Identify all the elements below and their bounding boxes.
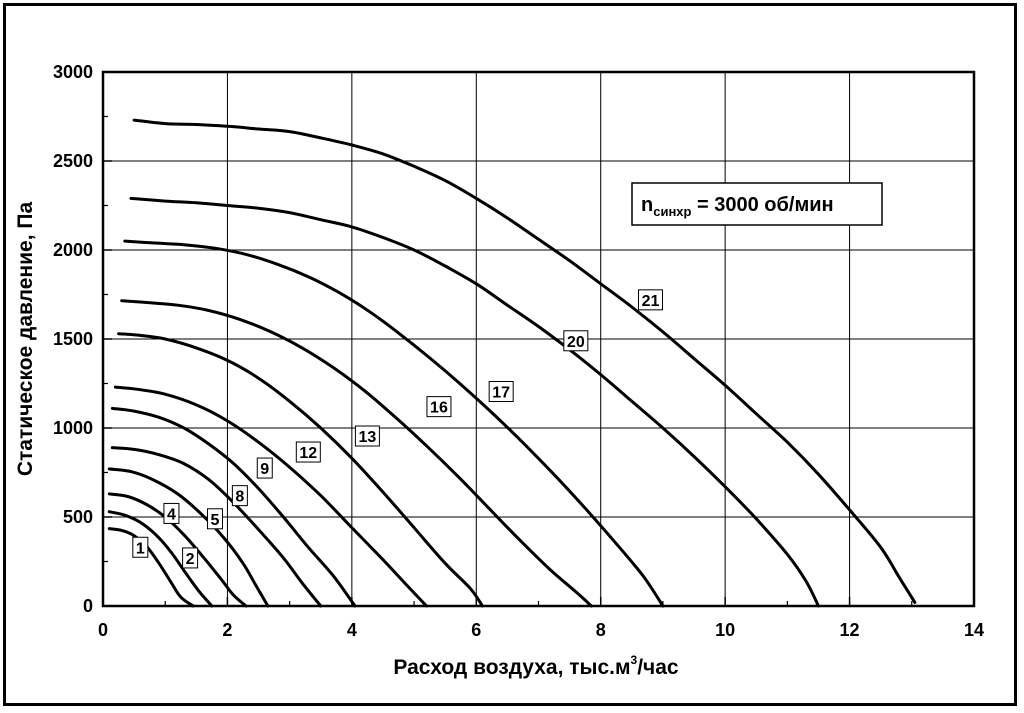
curve-label-12: 12 xyxy=(295,441,321,463)
curve-label-text: 20 xyxy=(567,334,585,351)
curve-9 xyxy=(110,406,357,608)
curve-12 xyxy=(113,385,428,608)
curve-1 xyxy=(107,527,195,608)
curve-label-text: 17 xyxy=(492,385,510,402)
x-tick-label: 4 xyxy=(347,620,357,640)
curve-label-box xyxy=(563,330,589,352)
x-tick-label: 8 xyxy=(596,620,606,640)
x-tick-label: 12 xyxy=(840,620,860,640)
curve-16 xyxy=(120,299,593,608)
curve-label-text: 2 xyxy=(186,551,195,568)
curve-label-box xyxy=(132,536,149,558)
curve-label-box xyxy=(488,381,514,403)
curve-2 xyxy=(107,510,214,608)
speed-annotation-text: nсинхр = 3000 об/мин xyxy=(641,194,834,219)
curve-label-17: 17 xyxy=(488,381,514,403)
curve-label-5: 5 xyxy=(206,508,223,530)
curve-label-box xyxy=(163,502,180,524)
curve-label-1: 1 xyxy=(132,536,149,558)
x-axis-title: Расход воздуха, тыс.м3/час xyxy=(393,653,679,679)
curve-21 xyxy=(132,118,917,604)
curve-label-13: 13 xyxy=(354,425,380,447)
y-tick-label: 2500 xyxy=(53,151,93,171)
curve-label-text: 21 xyxy=(642,293,660,310)
x-axis-title-sup: 3 xyxy=(631,653,638,667)
curve-label-box xyxy=(426,396,452,418)
curve-label-20: 20 xyxy=(563,330,589,352)
curve-label-text: 16 xyxy=(430,400,448,417)
curve-label-box xyxy=(182,547,199,569)
curve-label-box xyxy=(256,457,273,479)
x-tick-label: 2 xyxy=(222,620,232,640)
curve-label-2: 2 xyxy=(182,547,199,569)
grid xyxy=(103,72,974,606)
curve-13 xyxy=(117,332,484,608)
curve-label-text: 13 xyxy=(359,429,377,446)
speed-annotation-sub: синхр xyxy=(653,204,691,219)
curve-label-box xyxy=(295,441,321,463)
curve-20 xyxy=(129,196,820,608)
curve-label-box xyxy=(231,485,248,507)
curve-label-text: 1 xyxy=(136,540,145,557)
curve-label-21: 21 xyxy=(637,289,663,311)
chart-frame xyxy=(3,3,1017,706)
y-axis-title: Статическое давление, Па xyxy=(14,202,37,477)
y-tick-label: 2000 xyxy=(53,240,93,260)
x-tick-label: 0 xyxy=(98,620,108,640)
curve-label-text: 9 xyxy=(260,461,269,478)
y-tick-label: 1000 xyxy=(53,418,93,438)
curve-4 xyxy=(107,492,248,608)
speed-annotation: nсинхр = 3000 об/мин xyxy=(631,182,883,226)
curve-label-text: 5 xyxy=(211,512,220,529)
curves xyxy=(107,118,917,608)
curve-label-text: 4 xyxy=(167,506,176,523)
curve-5 xyxy=(107,467,270,608)
curve-label-text: 12 xyxy=(299,445,317,462)
y-tick-label: 3000 xyxy=(53,62,93,82)
curve-label-9: 9 xyxy=(256,457,273,479)
y-tick-label: 1500 xyxy=(53,329,93,349)
y-tick-label: 500 xyxy=(63,507,93,527)
curve-label-box xyxy=(206,508,223,530)
curve-label-4: 4 xyxy=(163,502,180,524)
x-tick-label: 14 xyxy=(964,620,984,640)
curve-17 xyxy=(123,239,665,608)
curve-label-text: 8 xyxy=(235,489,244,506)
curve-label-box xyxy=(354,425,380,447)
x-axis-title-suffix: /час xyxy=(637,656,679,679)
curve-label-8: 8 xyxy=(231,485,248,507)
curve-label-16: 16 xyxy=(426,396,452,418)
speed-annotation-box xyxy=(631,182,883,226)
x-tick-label: 6 xyxy=(471,620,481,640)
x-tick-label: 10 xyxy=(715,620,735,640)
y-tick-label: 0 xyxy=(83,596,93,616)
curve-label-box xyxy=(637,289,663,311)
speed-annotation-rest: = 3000 об/мин xyxy=(691,194,833,216)
curve-8 xyxy=(110,446,323,608)
